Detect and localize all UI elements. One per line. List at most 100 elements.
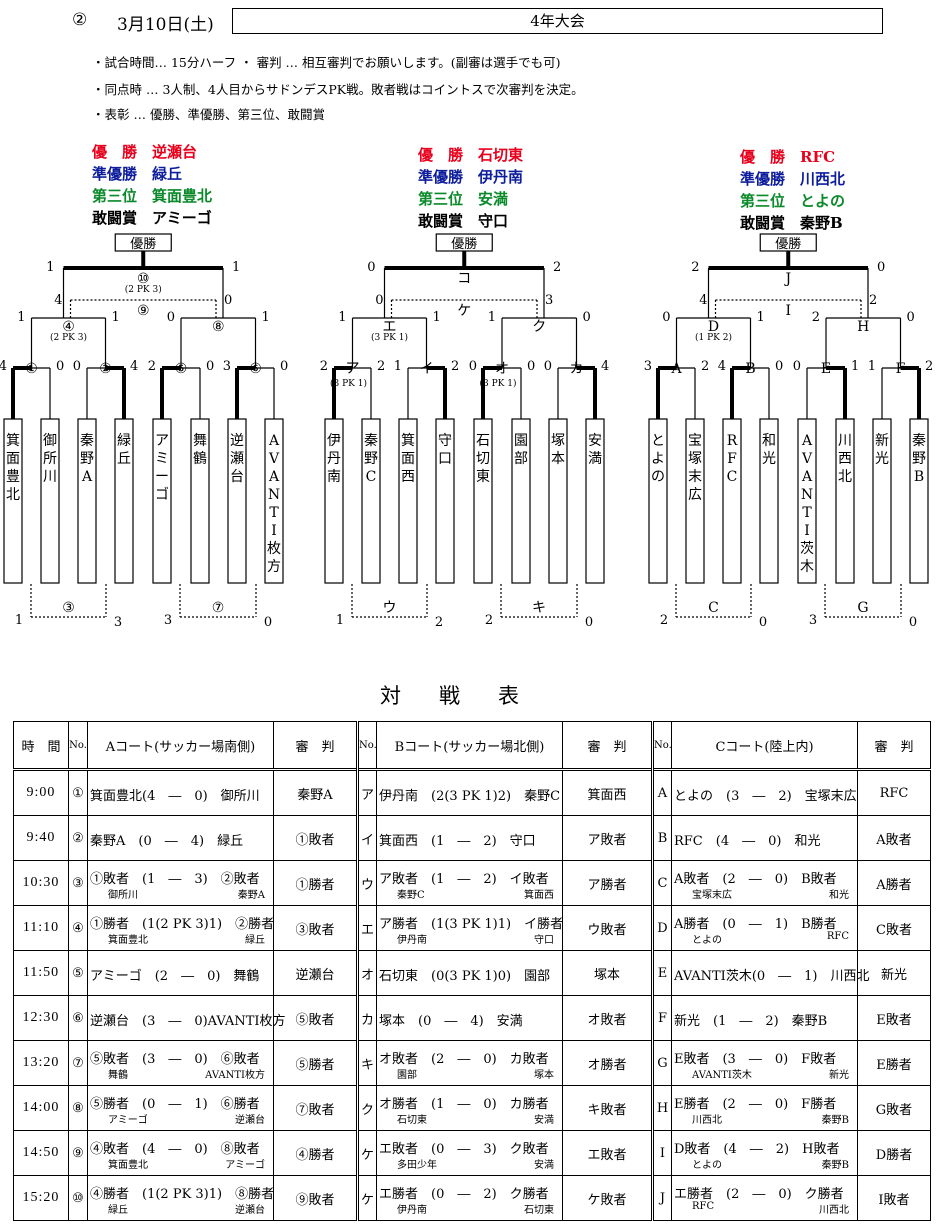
match-result: 箕面西 (1 ― 2) 守口 [379,834,536,849]
match-referee: ③敗者 [273,905,359,951]
match-id: A [670,361,682,377]
score: 2 [925,359,933,374]
match-referee: ウ敗者 [562,905,654,951]
score: 2 [377,359,385,374]
match-referee: ①勝者 [273,860,359,906]
award-third: 第三位 とよの [740,192,846,210]
match-result: エ勝者 (2 ― 0) ク勝者 [674,1187,844,1202]
score: 1 [868,359,876,374]
match-result: ア敗者 (1 ― 2) イ敗者 [379,872,549,887]
team-name-char: 北 [838,469,852,485]
score: 1 [338,310,346,325]
score: 1 [17,310,25,325]
match-id: コ [457,271,471,287]
match-number: ① [68,769,88,816]
header-referee: 審 判 [562,721,654,770]
match-number: ⑧ [68,1085,88,1131]
match-team-right: 秦野A [237,890,265,901]
match-cell: AVANTI茨木(0 ― 1) 川西北 [671,950,870,996]
match-referee: 箕面西 [562,769,654,816]
match-referee: キ敗者 [562,1085,654,1131]
match-id: オ [495,361,509,377]
match-result: RFC (4 ― 0) 和光 [674,834,821,849]
match-team-left: AVANTI茨木 [692,1070,752,1081]
team-name-char: 秦 [80,433,94,449]
schedule-row: 15:20 ⑩ ④勝者 (1(2 PK 3)1) ⑧勝者 緑丘 逆瀬台 ⑨敗者ケエ勝者 (… [13,1175,931,1221]
award-fighting-spirit: 敢闘賞 アミーゴ [92,209,212,227]
note-tiebreak-rules: ・同点時 … 3人制、4人目からサドンデスPK戦。敗者戦はコイントスで次審判を決… [92,82,584,97]
score: 0 [544,359,552,374]
match-number: ⑦ [68,1040,88,1086]
team-name-char: C [366,469,377,485]
match-team-left: 園部 [397,1070,417,1081]
match-time: 12:30 [13,995,69,1041]
note-match-rules: ・試合時間… 15分ハーフ ・ 審判 … 相互審判でお願いします。(副審は選手で… [92,55,561,70]
schedule-title: 対戦表 [380,684,557,708]
match-referee: A勝者 [857,860,931,906]
score: 1 [232,260,240,275]
match-number: E [652,950,672,996]
schedule-row: 9:40 ② 秦野A (0 ― 4) 緑丘 ①敗者イ箕面西 (1 ― 2) 守口 ア敗者… [13,815,931,861]
match-number: B [652,815,672,861]
match-cell: ①勝者 (1(2 PK 3)1) ②勝者 箕面豊北 緑丘 [87,905,274,951]
champion-label: 優勝 [775,237,801,252]
score: 0 [206,359,214,374]
team-name-char: A [268,433,280,449]
header-referee: 審 判 [857,721,931,770]
team-name-char: よ [651,451,665,467]
schedule-body: 9:00 ① 箕面豊北(4 ― 0) 御所川 秦野A ア伊丹南 (2(3 PK 1)2)… [13,769,931,1221]
match-time: 11:10 [13,905,69,951]
match-time: 14:50 [13,1130,69,1176]
champion-box [114,233,172,252]
header-court-a: Aコート(サッカー場南側) [87,721,274,770]
awards-block-3: 優 勝 RFC 準優勝 川西北 第三位 とよの 敢闘賞 秦野B [740,146,845,234]
team-name-char: 本 [551,451,565,467]
match-id: イ [420,361,434,377]
score: 0 [167,310,175,325]
score: 0 [585,615,593,630]
team-name-char: A [268,469,280,485]
match-referee: A敗者 [857,815,931,861]
match-id: ケ [457,303,471,319]
awards-block-2: 優 勝 石切東 準優勝 伊丹南 第三位 安満 敢闘賞 守口 [418,144,523,232]
match-number: J [652,1175,672,1221]
team-name-char: 石 [476,433,490,449]
score: 0 [264,615,272,630]
match-number: ケ [357,1130,377,1176]
match-team-left: 秦野C [397,890,425,901]
match-result: 逆瀬台 (3 ― 0)AVANTI枚方 [90,1014,286,1029]
team-name-char: V [801,451,813,467]
match-cell: ⑤敗者 (3 ― 0) ⑥敗者 舞鶴 AVANTI枚方 [87,1040,274,1086]
match-result: 新光 (1 ― 2) 秦野B [674,1014,828,1029]
header-no: No. [68,721,88,770]
award-runner-up: 準優勝 川西北 [740,170,846,188]
team-name-char: 和 [762,433,776,449]
match-cell: D敗者 (4 ― 2) H敗者 とよの 秦野B [671,1130,858,1176]
match-cell: ア勝者 (1(3 PK 1)1) イ勝者 伊丹南 守口 [376,905,563,951]
match-result: 秦野A (0 ― 4) 緑丘 [90,834,244,849]
team-name-char: 箕 [401,432,415,449]
match-result: 石切東 (0(3 PK 1)0) 園部 [379,969,551,984]
score: 2 [660,613,668,628]
match-team-left: 石切東 [397,1115,427,1126]
match-number: F [652,995,672,1041]
header-court-c: Cコート(陸上内) [671,721,858,770]
team-name-char: 茨 [800,541,814,557]
schedule-row: 10:30 ③ ①敗者 (1 ― 3) ②敗者 御所川 秦野A ①勝者ウア敗者 (1 ― … [13,860,931,906]
score: 1 [488,310,496,325]
score: 3 [644,359,652,374]
champion-label: 優勝 [130,237,156,252]
match-team-left: 箕面豊北 [108,1160,148,1171]
team-name-char: 口 [438,451,452,467]
match-team-left: 舞鶴 [108,1070,128,1081]
match-result: E敗者 (3 ― 0) F敗者 [674,1052,837,1067]
match-team-left: 宝塚末広 [692,890,732,901]
score: 0 [662,310,670,325]
match-id: キ [532,600,546,616]
score: 0 [759,615,767,630]
match-number: ⑩ [68,1175,88,1221]
schedule-row: 14:50 ⑨ ④敗者 (4 ― 0) ⑧敗者 箕面豊北 アミーゴ ④勝者ケエ敗者 (0 … [13,1130,931,1176]
match-number: イ [357,815,377,861]
match-cell: オ敗者 (2 ― 0) カ敗者 園部 塚本 [376,1040,563,1086]
match-cell: ①敗者 (1 ― 3) ②敗者 御所川 秦野A [87,860,274,906]
